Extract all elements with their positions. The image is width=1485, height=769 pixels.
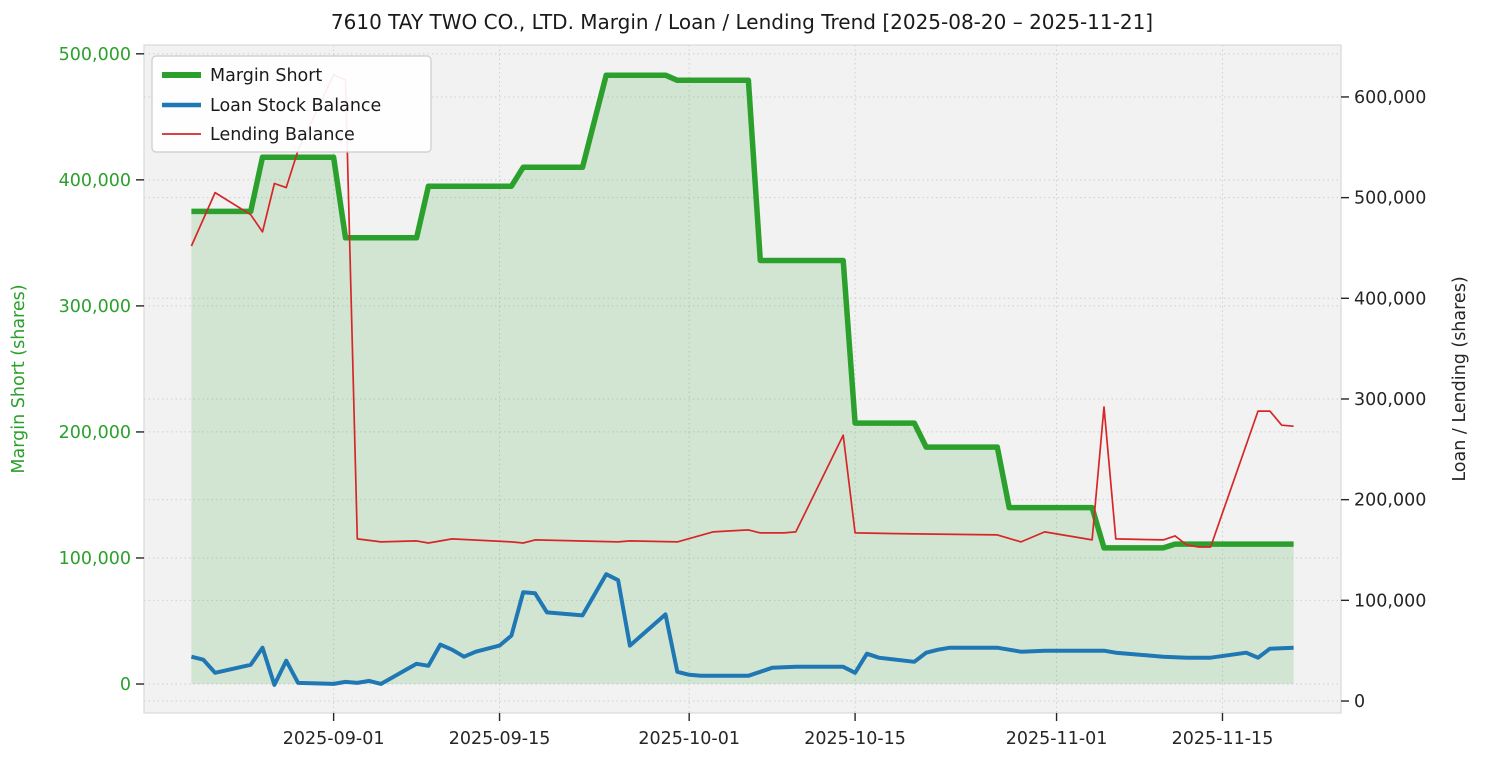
tick-label-right: 100,000: [1354, 591, 1426, 611]
tick-label-left: 400,000: [59, 171, 131, 191]
plot-area: [144, 45, 1341, 713]
right-axis-label: Loan / Lending (shares): [1450, 276, 1470, 481]
tick-label-right: 0: [1354, 692, 1365, 712]
chart-title: 7610 TAY TWO CO., LTD. Margin / Loan / L…: [331, 10, 1153, 34]
fill-margin-short: [191, 75, 1294, 684]
legend: Margin Short Loan Stock Balance Lending …: [151, 55, 432, 153]
legend-label-loan-stock: Loan Stock Balance: [210, 96, 381, 116]
tick-label-x: 2025-09-01: [283, 729, 385, 749]
tick-label-left: 300,000: [59, 297, 131, 317]
left-axis-label: Margin Short (shares): [9, 284, 29, 473]
tick-label-x: 2025-10-15: [804, 729, 906, 749]
tick-label-right: 300,000: [1354, 390, 1426, 410]
tick-label-left: 100,000: [59, 549, 131, 569]
area-fill: [191, 75, 1294, 684]
plot-border: [143, 44, 1342, 714]
series-margin-short: [191, 72, 1294, 551]
legend-label-margin-short: Margin Short: [210, 66, 322, 86]
tick-label-left: 200,000: [59, 423, 131, 443]
axis-ticks: 0 100,000 200,000 300,000 400,000 500,000 0 100…: [59, 45, 1427, 749]
tick-label-left: 500,000: [59, 45, 131, 65]
tick-label-right: 600,000: [1354, 88, 1426, 108]
tick-label-x: 2025-11-01: [1006, 729, 1108, 749]
tick-label-right: 200,000: [1354, 491, 1426, 511]
tick-label-x: 2025-09-15: [449, 729, 551, 749]
legend-box: [151, 55, 432, 153]
tick-label-left: 0: [120, 675, 131, 695]
series-loan-stock-balance: [190, 572, 1294, 687]
tick-label-x: 2025-10-01: [638, 729, 740, 749]
tick-label-right: 400,000: [1354, 289, 1426, 309]
tick-label-x: 2025-11-15: [1172, 729, 1274, 749]
legend-label-lending: Lending Balance: [210, 125, 355, 145]
tick-label-right: 500,000: [1354, 189, 1426, 209]
